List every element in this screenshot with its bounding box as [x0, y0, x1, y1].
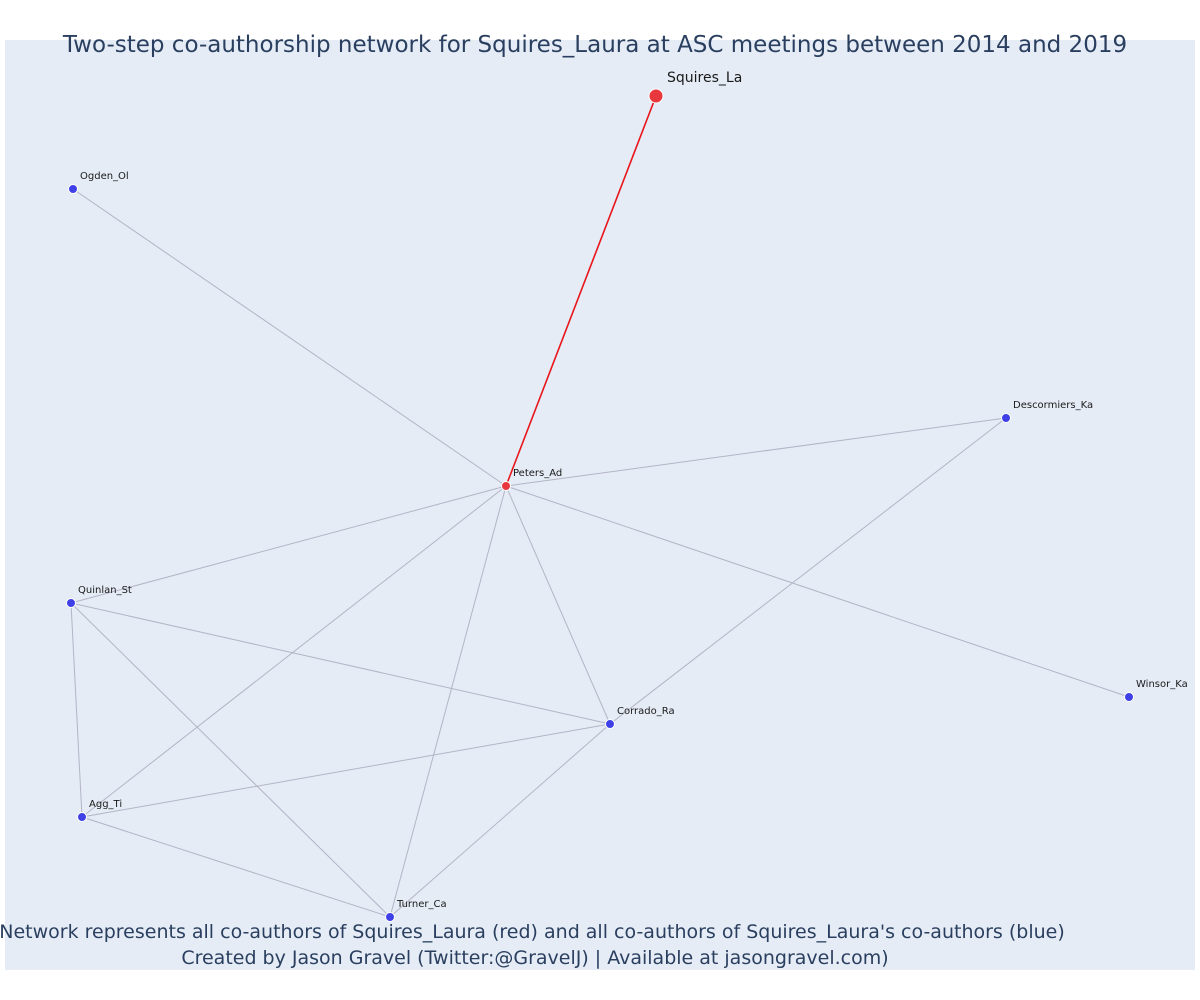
node-label-descormiers-ka: Descormiers_Ka [1013, 400, 1093, 411]
edge-agg-ti-corrado-ra [81, 723, 611, 818]
edge-peters-ad-winsor-ka [505, 485, 1130, 698]
labels-layer: Squires_La Peters_Ad Ogden_Ol Descormiers_K… [78, 70, 1188, 910]
node-squires-la[interactable] [648, 88, 664, 104]
node-winsor-ka[interactable] [1124, 692, 1134, 702]
edge-quinlan-st-agg-ti [70, 602, 83, 818]
node-label-squires-la: Squires_La [667, 70, 742, 86]
edge-peters-ad-descormiers-ka [505, 417, 1007, 487]
node-descormiers-ka[interactable] [1001, 413, 1011, 423]
edge-peters-ad-corrado-ra [505, 485, 611, 725]
node-label-corrado-ra: Corrado_Ra [617, 706, 675, 717]
plot-background [5, 40, 1195, 970]
edge-quinlan-st-turner-ca [70, 602, 391, 918]
node-label-turner-ca: Turner_Ca [396, 899, 447, 910]
edge-peters-ad-turner-ca [389, 485, 507, 918]
node-ogden-ol[interactable] [68, 184, 78, 194]
edge-peters-ad-quinlan-st [70, 485, 507, 604]
node-quinlan-st[interactable] [66, 598, 76, 608]
chart-title: Two-step co-authorship network for Squir… [62, 32, 1127, 58]
node-peters-ad[interactable] [501, 481, 511, 491]
edge-corrado-ra-descormiers-ka [609, 417, 1007, 725]
footer-line-2: Created by Jason Gravel (Twitter:@Gravel… [181, 947, 888, 969]
edge-turner-ca-corrado-ra [389, 723, 611, 918]
node-label-quinlan-st: Quinlan_St [78, 585, 132, 596]
edge-quinlan-st-corrado-ra [70, 602, 611, 725]
edge-agg-ti-turner-ca [81, 816, 391, 918]
node-label-ogden-ol: Ogden_Ol [80, 171, 129, 182]
node-agg-ti[interactable] [77, 812, 87, 822]
nodes-layer [66, 88, 1134, 922]
node-corrado-ra[interactable] [605, 719, 615, 729]
node-turner-ca[interactable] [385, 912, 395, 922]
footer-line-1: Network represents all co-authors of Squ… [0, 921, 1065, 943]
edges-layer [70, 95, 1130, 918]
edge-peters-ad-agg-ti [81, 485, 507, 818]
edge-squires-la-peters-ad [505, 95, 657, 487]
node-label-winsor-ka: Winsor_Ka [1136, 679, 1188, 690]
node-label-peters-ad: Peters_Ad [513, 468, 562, 479]
node-label-agg-ti: Agg_Ti [89, 799, 122, 810]
edge-peters-ad-ogden-ol [72, 188, 507, 487]
